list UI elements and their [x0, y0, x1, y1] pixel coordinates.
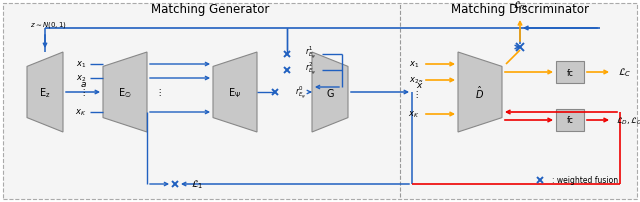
- Text: $\mathrm{E_z}$: $\mathrm{E_z}$: [39, 86, 51, 99]
- Text: $x_1$: $x_1$: [76, 59, 86, 70]
- Polygon shape: [213, 53, 257, 132]
- Text: $\mathrm{G}$: $\mathrm{G}$: [326, 87, 334, 99]
- Text: $\vdots$: $\vdots$: [412, 89, 419, 100]
- Text: $x_1$: $x_1$: [409, 59, 419, 70]
- Text: $z{\sim}N(0,1)$: $z{\sim}N(0,1)$: [30, 20, 67, 30]
- Text: $\mathcal{L}_D, \mathcal{L}_{GD}$: $\mathcal{L}_D, \mathcal{L}_{GD}$: [616, 115, 640, 126]
- Text: $x_2$: $x_2$: [409, 75, 419, 86]
- Text: $r_{E_\psi}^2$: $r_{E_\psi}^2$: [305, 60, 316, 77]
- Text: $\mathcal{L}_m$: $\mathcal{L}_m$: [513, 0, 527, 12]
- Text: $\mathrm{E_\Psi}$: $\mathrm{E_\Psi}$: [228, 86, 241, 99]
- FancyBboxPatch shape: [3, 4, 637, 199]
- Text: fc: fc: [566, 68, 573, 77]
- Polygon shape: [27, 53, 63, 132]
- Bar: [556, 109, 584, 131]
- Text: $\vdots$: $\vdots$: [79, 87, 86, 98]
- Text: $x_K$: $x_K$: [408, 109, 419, 120]
- Text: $\mathcal{L}_1$: $\mathcal{L}_1$: [191, 178, 204, 190]
- Text: fc: fc: [566, 116, 573, 125]
- Text: $x_2$: $x_2$: [76, 73, 86, 84]
- Polygon shape: [103, 53, 147, 132]
- Text: $x_K$: $x_K$: [75, 107, 86, 118]
- Text: Matching Discriminator: Matching Discriminator: [451, 3, 589, 16]
- Text: $\hat{D}$: $\hat{D}$: [476, 84, 484, 101]
- Polygon shape: [312, 53, 348, 132]
- Text: $r_{E_\psi}^0$: $r_{E_\psi}^0$: [295, 84, 306, 101]
- Text: $a$: $a$: [79, 80, 86, 89]
- Text: $r_{E_\psi}^1$: $r_{E_\psi}^1$: [305, 44, 316, 61]
- Bar: [556, 62, 584, 84]
- Text: $\mathrm{E_\emptyset}$: $\mathrm{E_\emptyset}$: [118, 86, 132, 99]
- Text: : weighted fusion: : weighted fusion: [552, 176, 618, 185]
- Text: $\vdots$: $\vdots$: [155, 87, 162, 98]
- Text: $\mathcal{L}_C$: $\mathcal{L}_C$: [618, 66, 632, 79]
- Text: $\tilde{x}$: $\tilde{x}$: [416, 79, 424, 90]
- Polygon shape: [458, 53, 502, 132]
- Text: Matching Generator: Matching Generator: [151, 3, 269, 16]
